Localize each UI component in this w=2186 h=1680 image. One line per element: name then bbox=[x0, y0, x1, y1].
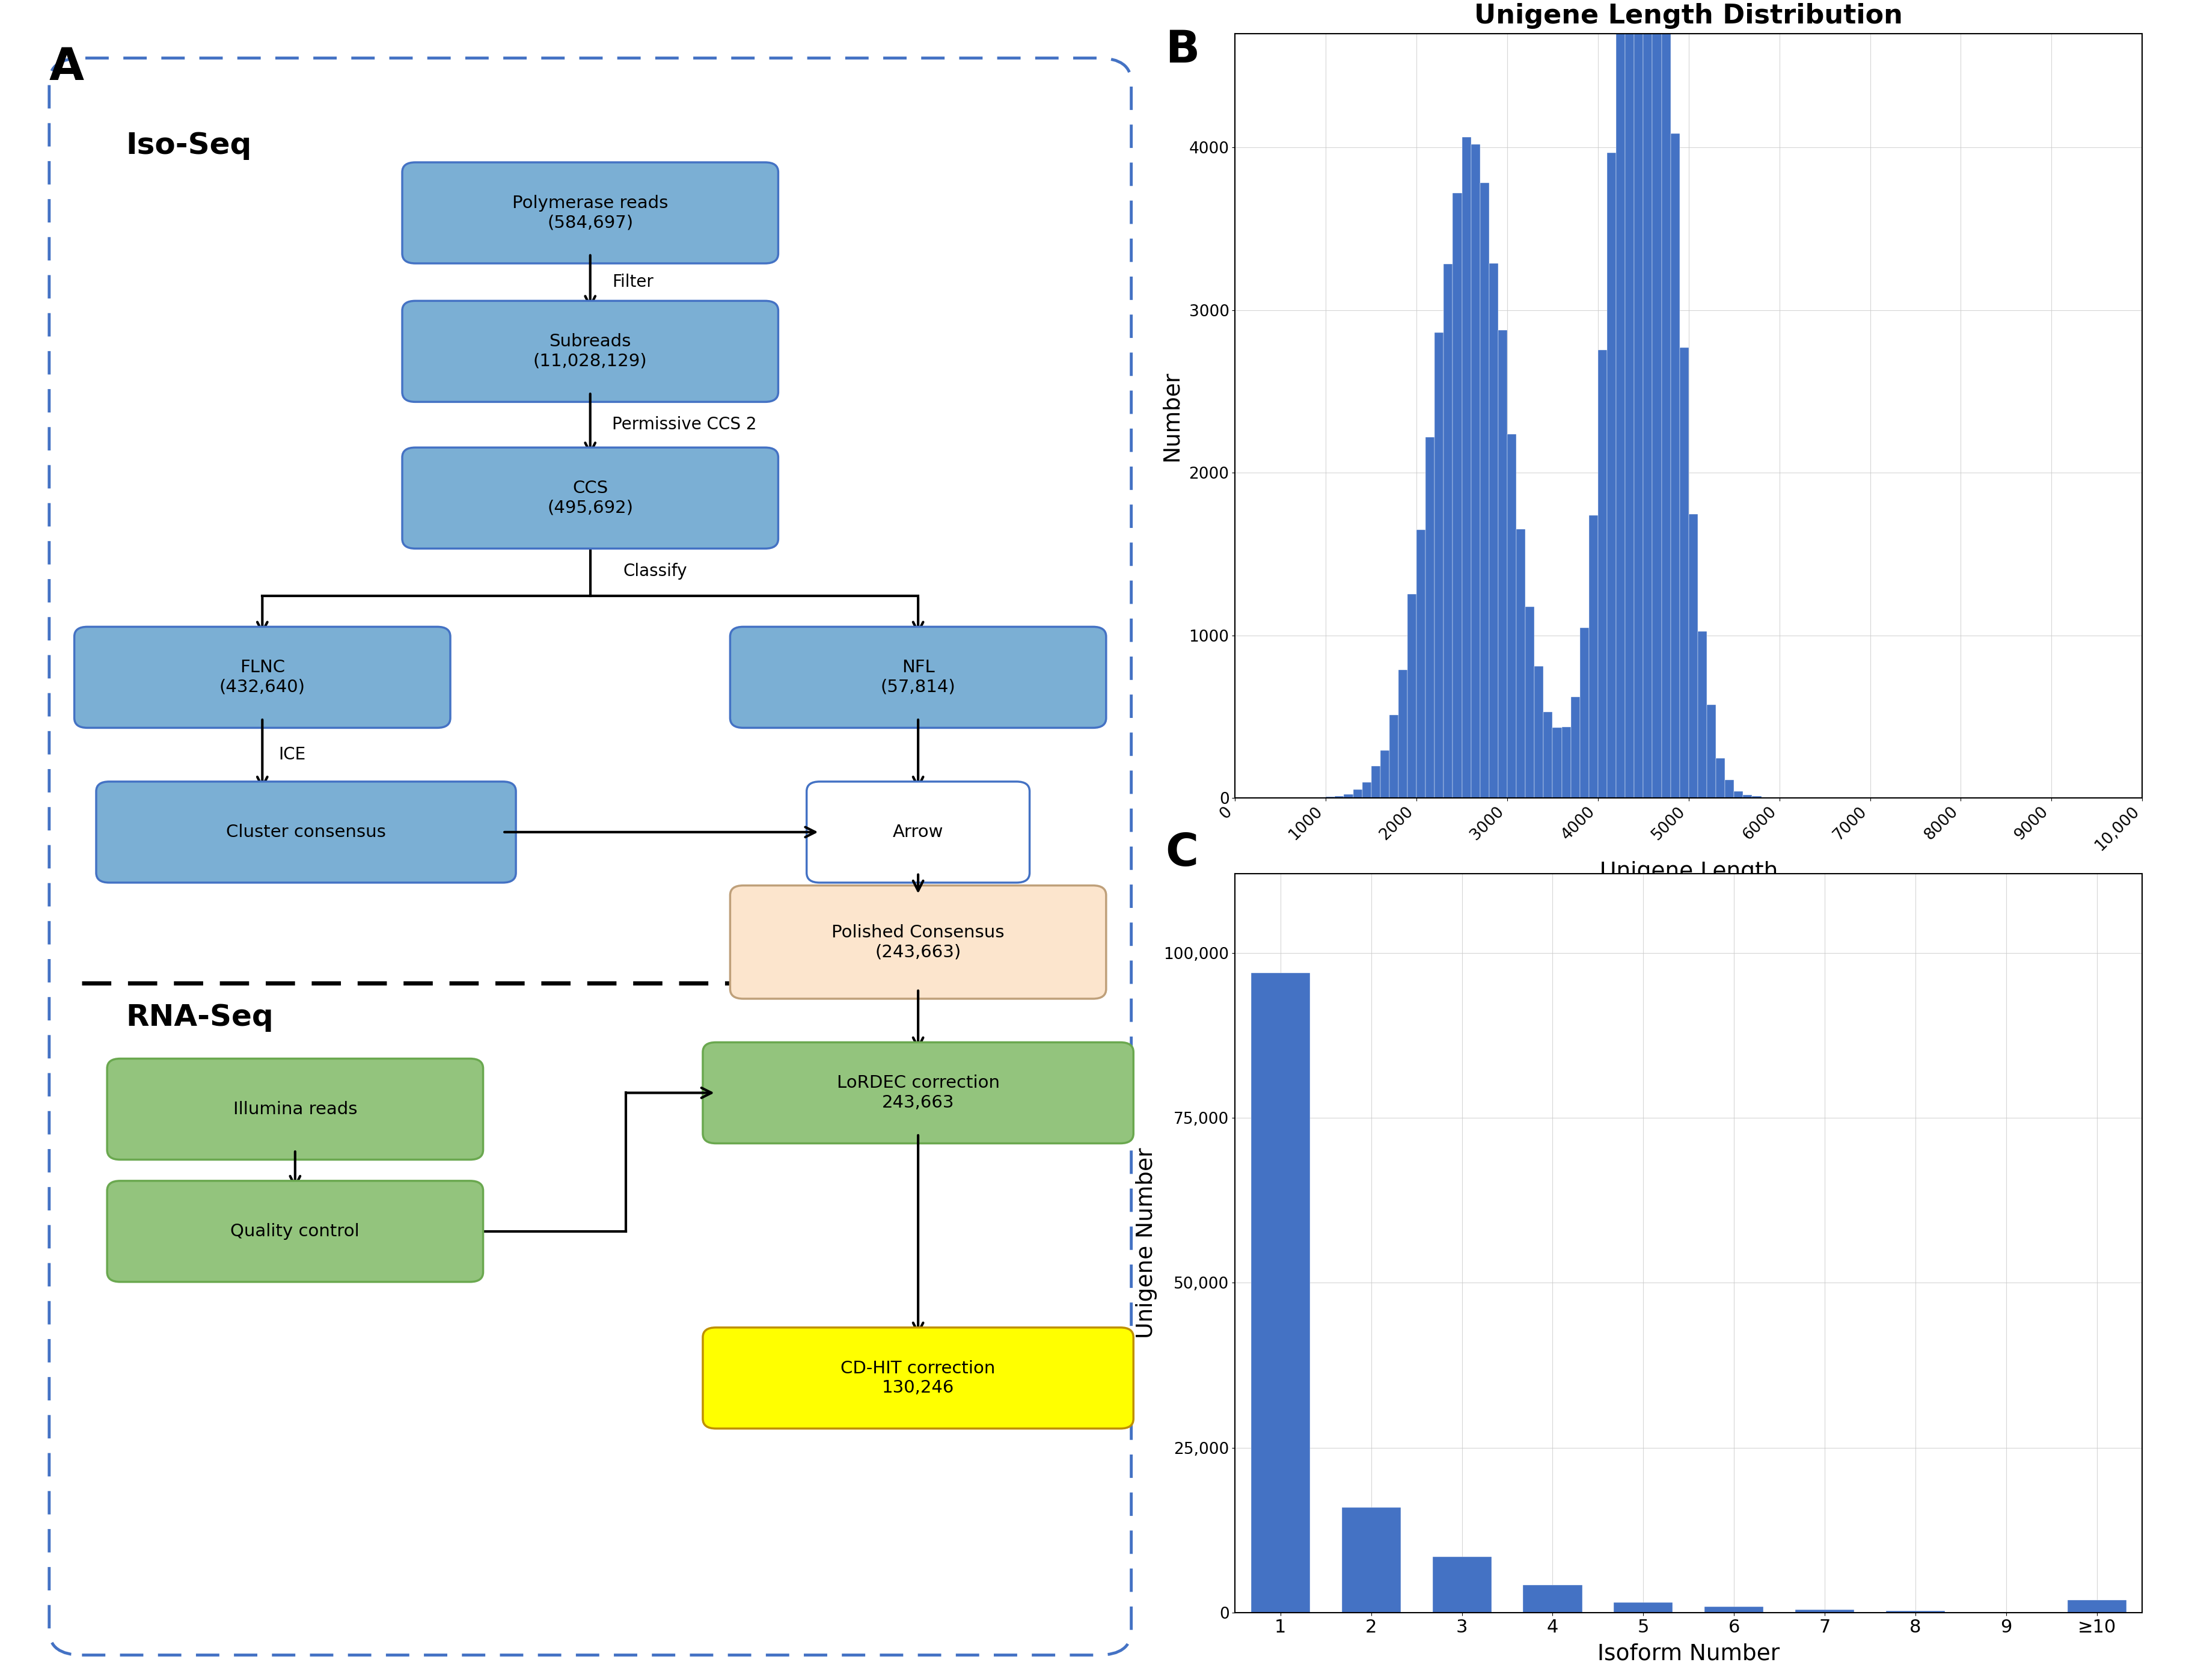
Bar bbox=[1471, 144, 1480, 798]
FancyBboxPatch shape bbox=[96, 781, 516, 882]
X-axis label: Unigene Length: Unigene Length bbox=[1600, 860, 1777, 882]
Bar bbox=[1454, 193, 1462, 798]
Bar bbox=[1699, 632, 1707, 798]
Bar bbox=[1526, 606, 1535, 798]
Bar bbox=[1705, 1606, 1764, 1613]
Bar bbox=[1425, 437, 1434, 798]
Text: B: B bbox=[1165, 29, 1200, 72]
Text: Classify: Classify bbox=[623, 563, 686, 580]
Bar bbox=[1716, 758, 1725, 798]
Bar bbox=[1432, 1557, 1491, 1613]
Text: Arrow: Arrow bbox=[892, 823, 944, 840]
FancyBboxPatch shape bbox=[74, 627, 450, 727]
Text: Permissive CCS 2: Permissive CCS 2 bbox=[612, 417, 756, 433]
Text: Polymerase reads
(584,697): Polymerase reads (584,697) bbox=[512, 195, 669, 232]
Y-axis label: Number: Number bbox=[1161, 371, 1183, 460]
Bar bbox=[1589, 516, 1598, 798]
Bar bbox=[1580, 628, 1589, 798]
Text: Illumina reads: Illumina reads bbox=[234, 1100, 356, 1117]
Bar bbox=[1543, 712, 1552, 798]
Bar bbox=[1653, 0, 1661, 798]
Bar bbox=[1679, 348, 1688, 798]
Bar bbox=[2068, 1601, 2127, 1613]
Bar bbox=[1661, 0, 1670, 798]
Bar bbox=[1535, 665, 1543, 798]
FancyBboxPatch shape bbox=[807, 781, 1030, 882]
Text: Cluster consensus: Cluster consensus bbox=[225, 823, 387, 840]
Bar bbox=[1443, 264, 1454, 798]
Bar bbox=[1670, 133, 1679, 798]
FancyBboxPatch shape bbox=[704, 1327, 1135, 1428]
Text: Filter: Filter bbox=[612, 274, 654, 291]
Bar bbox=[1399, 670, 1408, 798]
Text: FLNC
(432,640): FLNC (432,640) bbox=[219, 659, 306, 696]
Bar bbox=[1607, 153, 1615, 798]
Bar bbox=[1598, 349, 1607, 798]
Bar bbox=[1635, 0, 1644, 798]
Text: Iso-Seq: Iso-Seq bbox=[127, 131, 251, 160]
Bar bbox=[1371, 766, 1379, 798]
Bar bbox=[1506, 433, 1517, 798]
Bar bbox=[1733, 791, 1742, 798]
Bar bbox=[1480, 183, 1489, 798]
Y-axis label: Unigene Number: Unigene Number bbox=[1135, 1147, 1156, 1339]
Text: NFL
(57,814): NFL (57,814) bbox=[881, 659, 955, 696]
Bar bbox=[1644, 0, 1653, 798]
Bar bbox=[1742, 795, 1753, 798]
Bar bbox=[1497, 331, 1506, 798]
Bar bbox=[1795, 1609, 1854, 1613]
Bar bbox=[1379, 751, 1390, 798]
FancyBboxPatch shape bbox=[107, 1058, 483, 1159]
Text: LoRDEC correction
243,663: LoRDEC correction 243,663 bbox=[837, 1075, 999, 1110]
Bar bbox=[1624, 0, 1635, 798]
Text: CD-HIT correction
130,246: CD-HIT correction 130,246 bbox=[842, 1359, 995, 1396]
Text: ICE: ICE bbox=[280, 746, 306, 763]
FancyBboxPatch shape bbox=[402, 301, 778, 402]
Bar bbox=[1434, 333, 1443, 798]
Text: Subreads
(11,028,129): Subreads (11,028,129) bbox=[533, 333, 647, 370]
Title: Unigene Length Distribution: Unigene Length Distribution bbox=[1473, 3, 1904, 29]
Text: C: C bbox=[1165, 832, 1198, 875]
Bar bbox=[1572, 697, 1580, 798]
Bar bbox=[1390, 714, 1399, 798]
Bar bbox=[1250, 973, 1309, 1613]
Bar bbox=[1561, 727, 1572, 798]
FancyBboxPatch shape bbox=[730, 885, 1106, 998]
Bar bbox=[1517, 529, 1526, 798]
FancyBboxPatch shape bbox=[704, 1042, 1135, 1144]
Bar bbox=[1408, 595, 1417, 798]
FancyBboxPatch shape bbox=[107, 1181, 483, 1282]
Text: Polished Consensus
(243,663): Polished Consensus (243,663) bbox=[831, 924, 1006, 961]
Bar bbox=[1489, 264, 1497, 798]
Bar bbox=[1725, 780, 1733, 798]
FancyBboxPatch shape bbox=[402, 163, 778, 264]
Bar bbox=[1552, 727, 1561, 798]
FancyBboxPatch shape bbox=[402, 447, 778, 549]
Text: CCS
(495,692): CCS (495,692) bbox=[546, 480, 634, 516]
Text: Quality control: Quality control bbox=[230, 1223, 361, 1240]
Bar bbox=[1524, 1586, 1583, 1613]
Bar bbox=[1353, 790, 1362, 798]
Bar bbox=[1688, 514, 1699, 798]
Bar bbox=[1362, 783, 1371, 798]
Bar bbox=[1615, 0, 1624, 798]
Bar bbox=[1707, 706, 1716, 798]
FancyBboxPatch shape bbox=[730, 627, 1106, 727]
X-axis label: Isoform Number: Isoform Number bbox=[1598, 1643, 1779, 1665]
Text: A: A bbox=[48, 45, 83, 89]
Bar bbox=[1462, 138, 1471, 798]
Bar bbox=[1344, 795, 1353, 798]
Bar bbox=[1613, 1603, 1672, 1613]
Bar bbox=[1342, 1507, 1401, 1613]
Bar bbox=[1417, 529, 1425, 798]
Text: RNA-Seq: RNA-Seq bbox=[127, 1003, 273, 1032]
